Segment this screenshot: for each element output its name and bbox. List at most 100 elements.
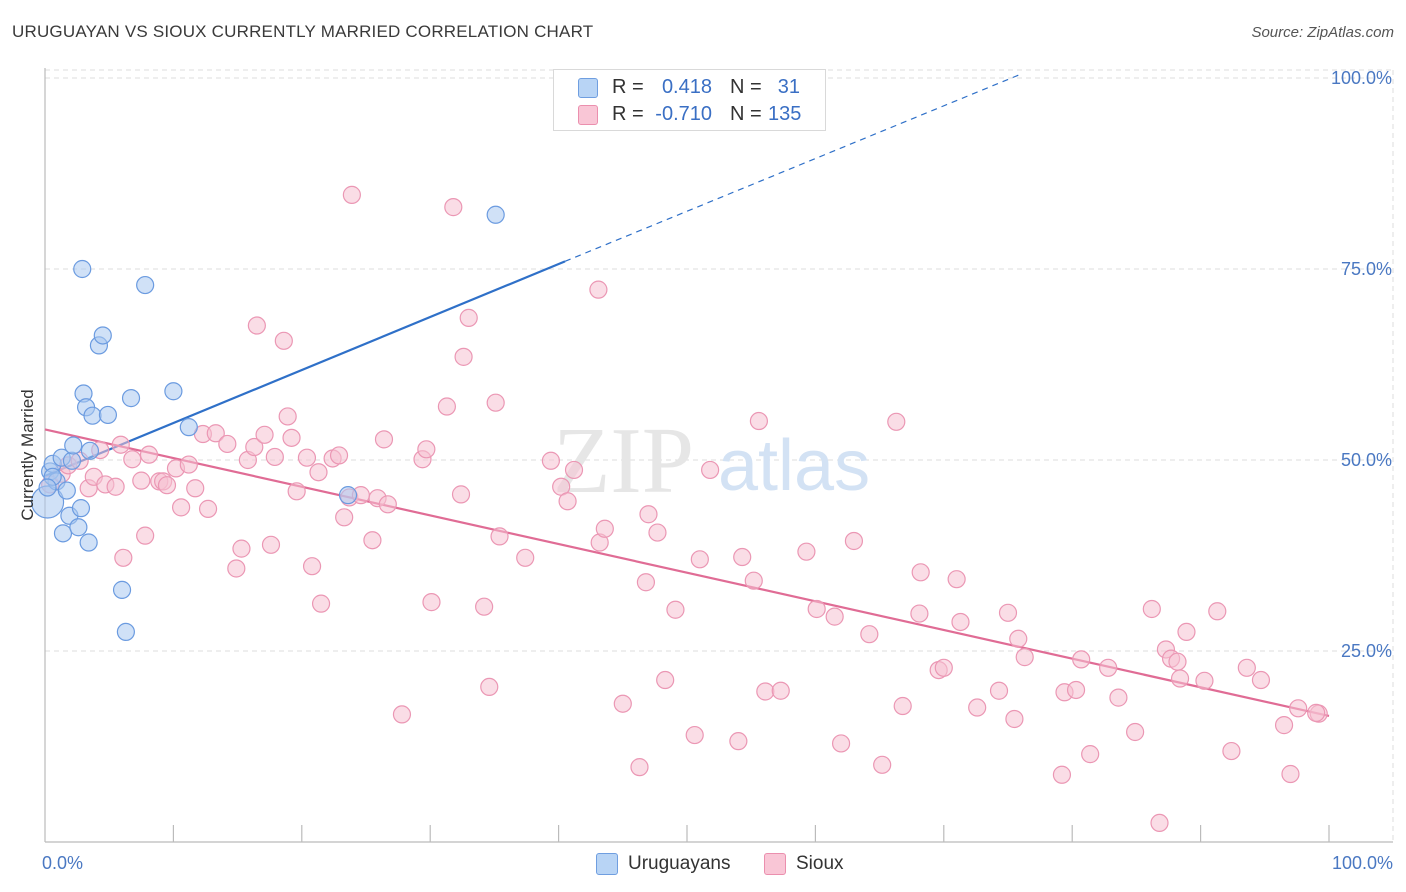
sioux-point	[910, 604, 929, 623]
sioux-point	[1170, 669, 1190, 688]
sioux-point	[287, 482, 306, 501]
sioux-point	[825, 607, 844, 626]
sioux-point	[282, 428, 301, 447]
sioux-point	[274, 331, 293, 350]
sioux-point	[198, 499, 218, 518]
sioux-point	[1126, 722, 1145, 742]
sioux-point	[729, 732, 748, 751]
sioux-point	[1142, 599, 1161, 619]
sioux-point	[636, 573, 656, 592]
sioux-point	[297, 448, 317, 467]
sioux-point	[374, 430, 394, 449]
uruguayans-point	[83, 406, 102, 425]
sioux-point	[1237, 658, 1256, 677]
sioux-point	[1066, 680, 1086, 700]
sioux-point	[486, 393, 505, 412]
chart-title: URUGUAYAN VS SIOUX CURRENTLY MARRIED COR…	[12, 22, 594, 41]
sioux-point	[998, 603, 1018, 622]
sioux-point	[701, 460, 720, 480]
y-tick-label: 75.0%	[1341, 259, 1392, 279]
uruguayans-point	[486, 205, 505, 224]
sioux-point	[911, 563, 930, 582]
uruguayans-trend-line	[44, 260, 566, 478]
sioux-point	[480, 677, 499, 697]
sioux-point	[1015, 648, 1034, 667]
sioux-point	[756, 682, 775, 701]
correlation-legend: R = 0.418 N = 31 R = -0.710 N = 135	[553, 69, 826, 131]
sioux-point	[1208, 602, 1227, 621]
sioux-point	[245, 437, 264, 457]
uruguayans-point	[121, 389, 141, 408]
sioux-point	[648, 523, 667, 542]
sioux-point	[311, 594, 331, 613]
sioux-swatch	[578, 105, 598, 125]
sioux-point	[265, 447, 284, 467]
sioux-point	[136, 526, 155, 545]
sioux-point	[1005, 709, 1024, 729]
sioux-point	[1307, 703, 1326, 722]
sioux-point	[1195, 671, 1214, 690]
sioux-point	[179, 455, 198, 474]
sioux-point	[873, 755, 892, 774]
sioux-point	[255, 425, 274, 444]
sioux-point	[335, 508, 354, 527]
uruguayans-point	[73, 259, 92, 279]
uruguayans-point	[136, 275, 155, 295]
sioux-point	[106, 477, 125, 496]
sioux-point	[157, 476, 177, 495]
sioux-point	[807, 599, 826, 619]
y-axis-label: Currently Married	[18, 389, 37, 520]
sioux-point	[749, 411, 769, 431]
sioux-point	[1168, 652, 1187, 671]
sioux-point	[302, 557, 322, 576]
n-label: N =	[730, 76, 762, 98]
sioux-point	[771, 681, 790, 700]
sioux-point	[1072, 650, 1091, 669]
sioux-point	[887, 412, 906, 431]
uruguayans-point	[164, 382, 183, 401]
sioux-legend-label: Sioux	[796, 853, 844, 874]
y-tick-label: 25.0%	[1341, 641, 1392, 661]
watermark-atlas: atlas	[718, 426, 870, 506]
sioux-point	[989, 681, 1009, 700]
y-tick-label: 50.0%	[1341, 450, 1392, 470]
sioux-point	[639, 505, 658, 524]
sioux-point	[1150, 813, 1169, 833]
sioux-point	[451, 485, 471, 504]
sioux-point	[459, 308, 478, 327]
uruguayans-point	[116, 622, 135, 642]
sioux-point	[342, 185, 361, 204]
sioux-point	[1251, 670, 1271, 690]
uruguayans-point	[38, 478, 57, 497]
sioux-point	[1222, 741, 1241, 761]
sioux-point	[475, 597, 494, 616]
sioux-point	[186, 479, 205, 498]
sioux-point	[172, 498, 191, 517]
source-credit: Source: ZipAtlas.com	[1251, 24, 1394, 41]
sioux-point	[218, 434, 237, 454]
sioux-point	[329, 446, 349, 465]
watermark-zip: ZIP	[553, 409, 694, 513]
sioux-point	[733, 547, 752, 567]
uruguayans-point	[79, 533, 98, 552]
uruguayans-point	[53, 524, 73, 543]
sioux-point	[123, 450, 142, 469]
uruguayans-r-value: 0.418	[661, 76, 712, 98]
uruguayans-point	[57, 481, 76, 500]
r-label: R =	[612, 76, 644, 98]
sioux-point	[114, 548, 133, 567]
sioux-point	[744, 571, 763, 590]
sioux-point	[1289, 699, 1308, 718]
sioux-point	[516, 548, 535, 567]
sioux-point	[422, 593, 441, 612]
x-tick-label-max: 100.0%	[1332, 853, 1393, 873]
sioux-point	[947, 570, 966, 589]
sioux-point	[278, 407, 297, 426]
uruguayans-point	[98, 405, 118, 425]
sioux-point	[309, 463, 328, 482]
sioux-n-value: 135	[768, 103, 802, 125]
x-tick-label-min: 0.0%	[42, 853, 83, 873]
uruguayans-point	[179, 418, 198, 437]
sioux-point	[951, 612, 970, 632]
sioux-point	[831, 734, 851, 753]
